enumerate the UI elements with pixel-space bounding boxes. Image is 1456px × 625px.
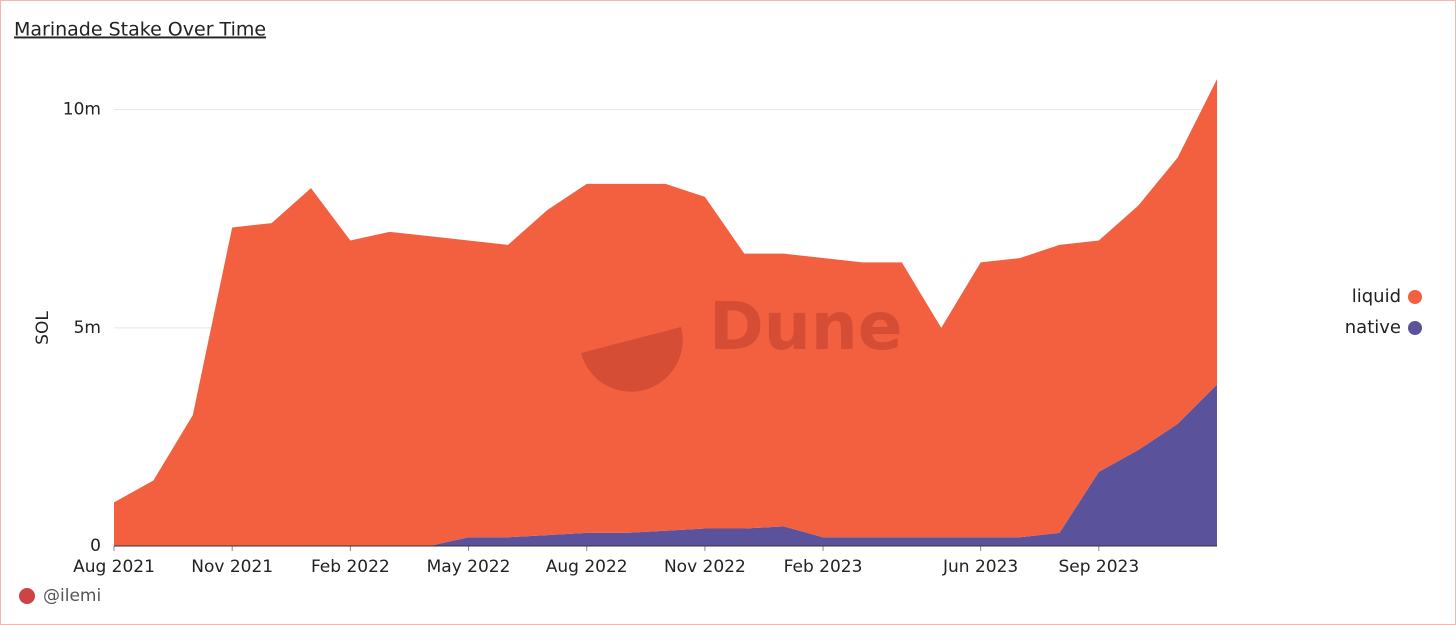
- x-tick-label: May 2022: [427, 557, 511, 577]
- x-tick-label: Aug 2021: [73, 557, 155, 577]
- y-tick-label: 10m: [63, 100, 101, 120]
- chart-title: Marinade Stake Over Time: [14, 19, 266, 41]
- x-tick-label: Feb 2023: [784, 557, 863, 577]
- x-tick-label: Aug 2022: [546, 557, 628, 577]
- legend-swatch: [1408, 321, 1422, 335]
- avatar: [19, 588, 35, 604]
- x-tick-label: Nov 2021: [191, 557, 273, 577]
- y-axis-label: SOL: [33, 311, 53, 345]
- legend-swatch: [1408, 290, 1422, 304]
- x-tick-label: Feb 2022: [311, 557, 390, 577]
- area: [114, 79, 1217, 546]
- watermark-text: Dune: [709, 288, 903, 365]
- y-tick-label: 5m: [74, 318, 101, 338]
- y-tick-label: 0: [90, 536, 101, 556]
- area: [114, 384, 1217, 546]
- x-tick-label: Jun 2023: [942, 557, 1018, 577]
- areas: [114, 79, 1217, 546]
- legend-label: native: [1345, 317, 1401, 338]
- x-tick-label: Sep 2023: [1058, 557, 1139, 577]
- watermark-logo: [581, 327, 683, 392]
- legend-label: liquid: [1352, 286, 1401, 307]
- author: @ilemi: [43, 586, 101, 606]
- watermark: Dune: [581, 288, 903, 392]
- x-tick-label: Nov 2022: [664, 557, 746, 577]
